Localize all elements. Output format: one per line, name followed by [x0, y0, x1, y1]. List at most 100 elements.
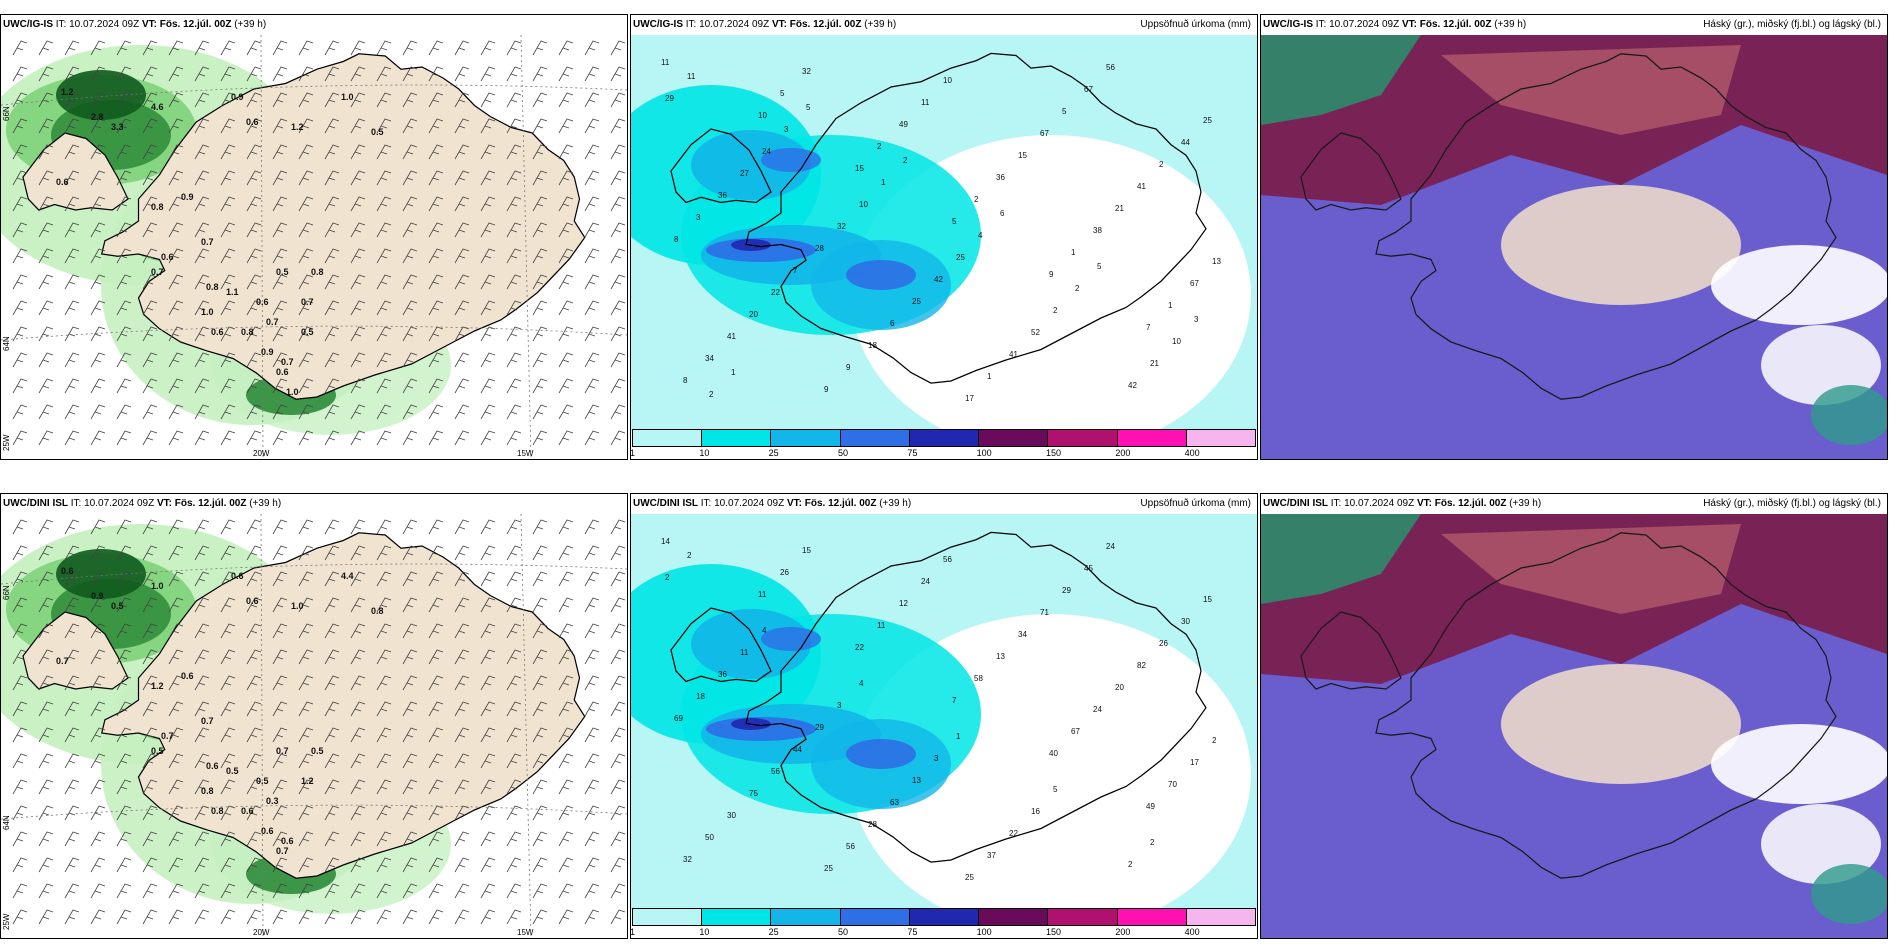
wind-barb	[480, 831, 496, 847]
wind-barb	[142, 883, 158, 899]
wind-barb	[246, 66, 262, 82]
wind-barb	[350, 779, 366, 795]
wind-barb	[324, 326, 340, 342]
wind-barb	[610, 170, 626, 186]
wind-barb	[350, 519, 366, 535]
wind-value-label: 0.5	[111, 601, 124, 611]
wind-barb	[298, 170, 314, 186]
wind-barb	[194, 909, 210, 925]
wind-barb	[246, 701, 262, 717]
iceland-land	[670, 52, 1207, 384]
wind-barb	[116, 883, 132, 899]
wind-barb	[532, 779, 548, 795]
wind-barb	[90, 805, 106, 821]
wind-barb	[272, 701, 288, 717]
wind-barb	[428, 571, 444, 587]
wind-barb	[90, 430, 106, 446]
wind-barb	[246, 352, 262, 368]
value-labels: 0.60.90.51.00.60.64.41.0 0.80.71.20.60.70…	[56, 566, 384, 856]
wind-barb	[272, 727, 288, 743]
wind-barb	[116, 831, 132, 847]
wind-barb	[506, 378, 522, 394]
wind-barb	[116, 597, 132, 613]
wind-barb	[402, 404, 418, 420]
wind-value-label: 0.6	[241, 806, 254, 816]
wind-barb	[558, 92, 574, 108]
wind-barb	[480, 326, 496, 342]
wind-value-label: 0.8	[241, 327, 254, 337]
wind-barb	[324, 675, 340, 691]
wind-barb	[90, 571, 106, 587]
wind-value-label: 0.6	[61, 566, 74, 576]
wind-barb	[480, 430, 496, 446]
wind-barb	[532, 701, 548, 717]
wind-barb	[246, 857, 262, 873]
wind-barb	[246, 430, 262, 446]
wind-barb	[142, 326, 158, 342]
wind-barb	[558, 597, 574, 613]
wind-barb	[246, 404, 262, 420]
colorbar-swatch	[840, 909, 910, 925]
wind-barb	[38, 352, 54, 368]
wind-barb	[324, 274, 340, 290]
wind-barb	[532, 352, 548, 368]
wind-barb	[142, 779, 158, 795]
wind-barb	[402, 66, 418, 82]
wind-barb	[506, 222, 522, 238]
wind-barbs	[12, 519, 626, 925]
wind-barb	[376, 40, 392, 56]
wind-barb	[90, 300, 106, 316]
wind-barb	[402, 300, 418, 316]
wind-barb	[64, 519, 80, 535]
wind-barb	[584, 883, 600, 899]
colorbar-tick: 10	[699, 927, 710, 937]
wind-barb	[376, 545, 392, 561]
wind-barb	[506, 779, 522, 795]
wind-barb	[220, 831, 236, 847]
wind-barb	[12, 248, 28, 264]
wind-barb	[38, 170, 54, 186]
wind-barb	[454, 675, 470, 691]
wind-barb	[480, 248, 496, 264]
wind-barb	[610, 597, 626, 613]
wind-barb	[480, 779, 496, 795]
precip-value-label: 16	[1031, 807, 1040, 816]
precip-value-label: 5	[806, 103, 811, 112]
precip-value-label: 58	[974, 674, 983, 683]
wind-barb	[298, 571, 314, 587]
panel-title: UWC/DINI ISL IT: 10.07.2024 09Z VT: Fös.…	[1263, 497, 1883, 511]
wind-barb	[38, 701, 54, 717]
wind-barb	[428, 779, 444, 795]
wind-value-label: 0.7	[56, 656, 69, 666]
colorbar-swatch	[909, 430, 980, 446]
wind-barb	[610, 326, 626, 342]
precip-map-svg: 1110155978522113432493638674191115211320…	[631, 35, 1257, 431]
precip-value-label: 30	[1181, 617, 1190, 626]
wind-barb	[506, 597, 522, 613]
clear-sky-area	[1501, 664, 1741, 784]
wind-barb	[12, 883, 28, 899]
model-name: UWC/IG-IS	[3, 19, 53, 30]
wind-barb	[220, 326, 236, 342]
wind-barb	[402, 545, 418, 561]
precip-value-label: 2	[903, 156, 908, 165]
precip-value-label: 11	[661, 58, 670, 67]
wind-barb	[220, 248, 236, 264]
wind-barb	[506, 92, 522, 108]
precip-colorbar: 1 10 25 50 75 100 150 200 400	[631, 429, 1256, 458]
wind-barb	[220, 170, 236, 186]
wind-value-label: 0.6	[281, 836, 294, 846]
wind-value-label: 0.8	[151, 202, 164, 212]
wind-barb	[12, 571, 28, 587]
wind-barb	[610, 352, 626, 368]
wind-barb	[64, 222, 80, 238]
wind-barb	[116, 857, 132, 873]
precip-area	[691, 130, 811, 200]
wind-barb	[194, 649, 210, 665]
wind-barb	[168, 857, 184, 873]
wind-barb	[220, 545, 236, 561]
wind-barb	[220, 378, 236, 394]
panel-clouds-top: UWC/IG-IS IT: 10.07.2024 09Z VT: Fös. 12…	[1260, 14, 1888, 460]
wind-barb	[272, 248, 288, 264]
wind-barb	[558, 909, 574, 925]
